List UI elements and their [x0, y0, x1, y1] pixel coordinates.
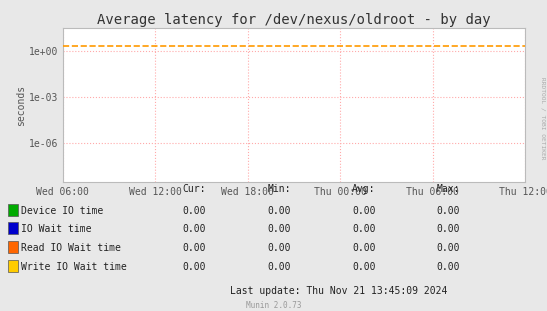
Text: Cur:: Cur:	[183, 184, 206, 194]
Text: Munin 2.0.73: Munin 2.0.73	[246, 301, 301, 310]
Text: 0.00: 0.00	[437, 206, 460, 216]
Text: 0.00: 0.00	[267, 224, 290, 234]
Text: 0.00: 0.00	[352, 206, 375, 216]
Text: 0.00: 0.00	[437, 262, 460, 272]
Text: 0.00: 0.00	[352, 262, 375, 272]
Title: Average latency for /dev/nexus/oldroot - by day: Average latency for /dev/nexus/oldroot -…	[97, 13, 491, 27]
Text: Write IO Wait time: Write IO Wait time	[21, 262, 126, 272]
Text: IO Wait time: IO Wait time	[21, 224, 91, 234]
Text: 0.00: 0.00	[267, 206, 290, 216]
Text: 0.00: 0.00	[352, 224, 375, 234]
Text: Device IO time: Device IO time	[21, 206, 103, 216]
Text: 0.00: 0.00	[352, 243, 375, 253]
Text: 0.00: 0.00	[183, 262, 206, 272]
Text: RRDTOOL / TOBI OETIKER: RRDTOOL / TOBI OETIKER	[541, 77, 546, 160]
Text: 0.00: 0.00	[437, 224, 460, 234]
Text: Last update: Thu Nov 21 13:45:09 2024: Last update: Thu Nov 21 13:45:09 2024	[230, 286, 448, 296]
Text: Min:: Min:	[267, 184, 290, 194]
Text: 0.00: 0.00	[183, 224, 206, 234]
Text: Max:: Max:	[437, 184, 460, 194]
Text: Avg:: Avg:	[352, 184, 375, 194]
Y-axis label: seconds: seconds	[16, 84, 26, 126]
Text: 0.00: 0.00	[183, 243, 206, 253]
Text: Read IO Wait time: Read IO Wait time	[21, 243, 121, 253]
Text: 0.00: 0.00	[267, 262, 290, 272]
Text: 0.00: 0.00	[267, 243, 290, 253]
Text: 0.00: 0.00	[183, 206, 206, 216]
Text: 0.00: 0.00	[437, 243, 460, 253]
